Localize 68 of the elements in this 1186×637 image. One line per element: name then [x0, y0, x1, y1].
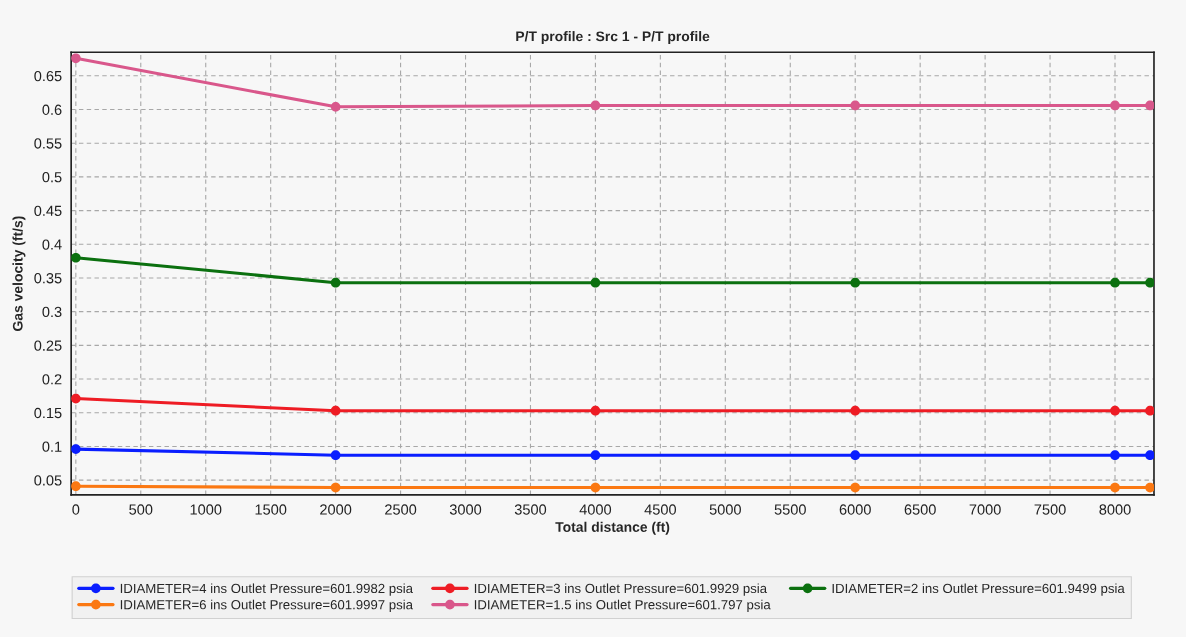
x-tick-label: 7500: [1034, 504, 1066, 515]
x-tick-label: 8000: [1099, 504, 1131, 515]
point: [590, 450, 601, 461]
y-tick-label: 0.15: [34, 407, 62, 419]
point: [1110, 450, 1120, 461]
y-axis-title: Gas velocity (ft/s): [12, 216, 26, 331]
y-tick-label: 0.25: [34, 340, 62, 351]
y-tick-label: 0.05: [34, 475, 62, 486]
point: [590, 405, 601, 416]
y-tick-label: 0.1: [42, 441, 62, 452]
x-tick-label: 1500: [255, 504, 287, 515]
legend-label: IDIAMETER=1.5 ins Outlet Pressure=601.797 psia: [474, 599, 771, 612]
chart-title: P/T profile : Src 1 - P/T profile: [516, 31, 710, 44]
y-tick-label: 0.45: [34, 205, 62, 217]
x-tick-label: 5000: [709, 504, 741, 515]
point: [1145, 277, 1154, 288]
y-tick-label: 0.6: [42, 104, 62, 115]
legend-label: IDIAMETER=6 ins Outlet Pressure=601.9997 psia: [120, 599, 413, 612]
point: [850, 277, 861, 288]
y-tick-label: 0.5: [42, 172, 62, 183]
point: [71, 53, 81, 64]
point: [850, 405, 861, 416]
x-tick-label: 5500: [774, 504, 806, 515]
point: [1110, 100, 1120, 111]
point: [850, 482, 861, 493]
y-tick-label: 0.3: [42, 306, 62, 318]
point: [330, 101, 341, 112]
x-tick-label: 4500: [644, 504, 677, 515]
x-tick-label: 6000: [839, 504, 871, 515]
point: [1110, 277, 1120, 288]
y-tick-label: 0.4: [42, 239, 62, 250]
x-tick-label: 4000: [579, 504, 612, 515]
x-tick-label: 3500: [514, 504, 547, 515]
y-tick-label: 0.35: [34, 273, 62, 284]
point: [850, 100, 861, 111]
point: [71, 481, 81, 492]
point: [71, 252, 81, 263]
legend-label: IDIAMETER=3 ins Outlet Pressure=601.9929 psia: [474, 583, 768, 596]
point: [1110, 405, 1120, 416]
point: [71, 444, 81, 454]
point: [1145, 100, 1154, 111]
point: [1145, 405, 1154, 416]
x-tick-label: 1000: [190, 504, 222, 515]
point: [330, 277, 341, 288]
x-tick-label: 500: [129, 504, 153, 515]
legend-label: IDIAMETER=2 ins Outlet Pressure=601.9499 psia: [832, 583, 1125, 596]
x-tick-label: 0: [72, 504, 80, 515]
point: [330, 450, 341, 461]
y-tick-label: 0.65: [34, 70, 62, 82]
point: [590, 100, 601, 111]
point: [1145, 482, 1154, 493]
point: [590, 482, 601, 493]
point: [1145, 450, 1154, 461]
y-tick-label: 0.2: [42, 374, 62, 385]
x-tick-label: 2500: [385, 504, 417, 515]
point: [330, 405, 341, 416]
x-tick-label: 2000: [320, 504, 352, 515]
point: [71, 393, 81, 404]
point: [1110, 482, 1120, 493]
legend-label: IDIAMETER=4 ins Outlet Pressure=601.9982 psia: [120, 583, 413, 596]
point: [850, 450, 861, 461]
x-tick-label: 6500: [904, 504, 936, 515]
y-tick-label: 0.55: [34, 138, 62, 149]
x-tick-label: 3000: [449, 504, 482, 515]
point: [590, 277, 601, 288]
x-axis-title: Total distance (ft): [555, 521, 670, 535]
x-tick-label: 7000: [969, 504, 1001, 515]
point: [330, 482, 341, 493]
